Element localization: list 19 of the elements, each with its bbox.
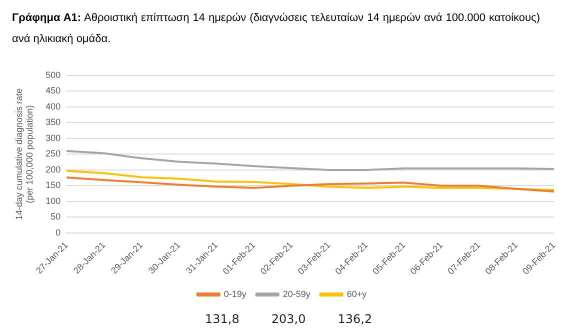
y-tick-label: 200 (46, 164, 61, 174)
legend-label: 0-19y (224, 288, 247, 299)
y-tick-label: 350 (46, 117, 61, 128)
y-tick-label: 500 (46, 70, 61, 80)
text: 136,2 (338, 312, 372, 326)
y-tick-label: 0 (56, 227, 61, 238)
y-tick-label: 400 (46, 101, 61, 112)
legend-label: 60+y (346, 288, 368, 299)
y-axis-title: 14-day cumulative diagnosis rate (per 100,000 population) (14, 88, 35, 220)
y-tick-label: 50 (50, 212, 61, 222)
y-tick-label: 450 (46, 86, 61, 96)
y-tick-label: 150 (46, 180, 61, 190)
text: 203,0 (271, 312, 306, 326)
legend-label: 20-59y (282, 288, 311, 299)
chart-title: Γράφημα Α1: Αθροιστική επίπτωση 14 ημερών (διαγνώσεις τελευταίων 14 ημερών ανά 100.000 κατοίκους) ανά ηλικιακή ομάδα. (12, 11, 540, 47)
y-tick-label: 100 (46, 196, 61, 206)
y-tick-label: 250 (46, 148, 61, 159)
text: 131,8 (205, 312, 240, 326)
y-tick-label: 300 (46, 132, 61, 143)
